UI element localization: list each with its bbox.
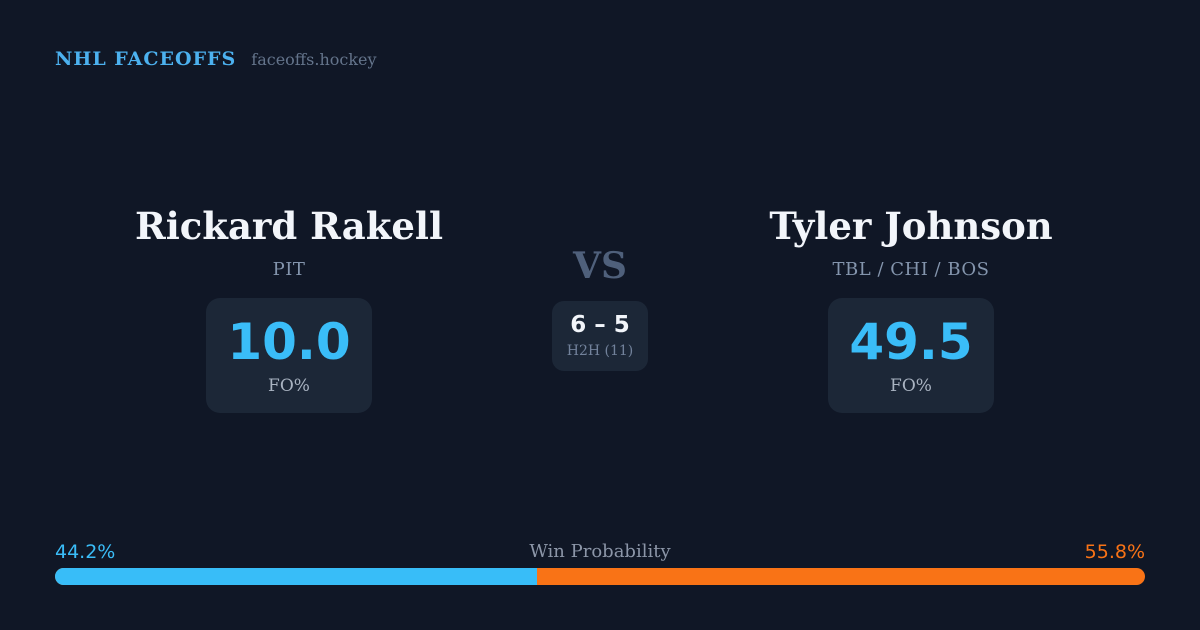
player-right-teams: TBL / CHI / BOS	[832, 258, 990, 280]
h2h-label: H2H (11)	[566, 342, 634, 359]
player-right-fo-pct-value: 49.5	[849, 312, 973, 371]
player-right-section: Tyler Johnson TBL / CHI / BOS 49.5 FO%	[731, 206, 1091, 413]
h2h-record: 6 – 5	[570, 311, 630, 338]
site-url: faceoffs.hockey	[251, 50, 377, 69]
player-left-fo-pct-value: 10.0	[227, 312, 351, 371]
player-right-stat-card: 49.5 FO%	[828, 297, 994, 413]
player-left-stat-card: 10.0 FO%	[206, 297, 372, 413]
h2h-card: 6 – 5 H2H (11)	[552, 301, 648, 371]
player-right-fo-pct-label: FO%	[890, 375, 932, 396]
win-probability-title: Win Probability	[529, 541, 671, 562]
player-left-fo-pct-label: FO%	[268, 375, 310, 396]
player-left-section: Rickard Rakell PIT 10.0 FO%	[109, 206, 469, 413]
win-probability-right-pct: 55.8%	[1084, 541, 1145, 563]
win-probability-labels: 44.2% Win Probability 55.8%	[55, 541, 1145, 563]
player-left-teams: PIT	[272, 258, 306, 280]
versus-section: VS 6 – 5 H2H (11)	[530, 248, 670, 371]
win-probability-bar	[55, 568, 1145, 585]
player-right-name: Tyler Johnson	[769, 204, 1053, 248]
win-probability-bar-left-segment	[55, 568, 537, 585]
vs-label: VS	[573, 245, 627, 287]
win-probability-left-pct: 44.2%	[55, 541, 116, 563]
player-left-name: Rickard Rakell	[134, 204, 444, 248]
header: NHL FACEOFFS faceoffs.hockey	[55, 48, 377, 70]
brand-title: NHL FACEOFFS	[55, 48, 237, 70]
